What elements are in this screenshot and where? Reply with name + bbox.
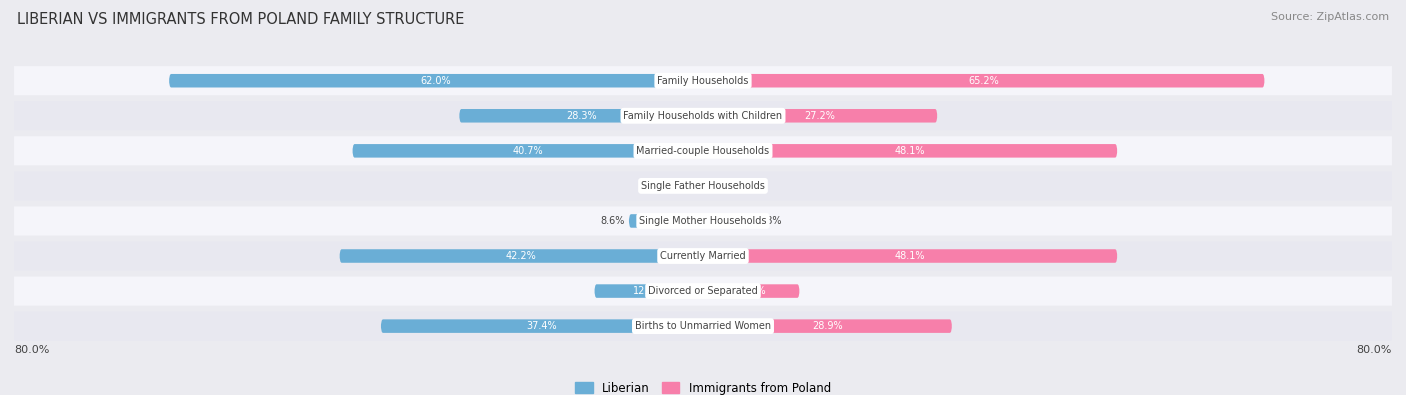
Legend: Liberian, Immigrants from Poland: Liberian, Immigrants from Poland: [571, 377, 835, 395]
FancyBboxPatch shape: [703, 284, 800, 298]
Text: 40.7%: 40.7%: [512, 146, 543, 156]
Text: Source: ZipAtlas.com: Source: ZipAtlas.com: [1271, 12, 1389, 22]
FancyBboxPatch shape: [703, 144, 1118, 158]
FancyBboxPatch shape: [14, 66, 1392, 95]
FancyBboxPatch shape: [595, 284, 703, 298]
FancyBboxPatch shape: [14, 207, 1392, 235]
FancyBboxPatch shape: [703, 214, 754, 228]
Text: 5.8%: 5.8%: [758, 216, 782, 226]
FancyBboxPatch shape: [169, 74, 703, 88]
Text: 27.2%: 27.2%: [804, 111, 835, 121]
Text: 62.0%: 62.0%: [420, 76, 451, 86]
Text: Family Households: Family Households: [658, 76, 748, 86]
Text: 37.4%: 37.4%: [527, 321, 557, 331]
Text: 28.9%: 28.9%: [813, 321, 842, 331]
FancyBboxPatch shape: [460, 109, 703, 122]
Text: 2.0%: 2.0%: [724, 181, 749, 191]
Text: 48.1%: 48.1%: [894, 251, 925, 261]
FancyBboxPatch shape: [703, 74, 1264, 88]
FancyBboxPatch shape: [14, 101, 1392, 130]
FancyBboxPatch shape: [628, 214, 703, 228]
FancyBboxPatch shape: [703, 109, 938, 122]
Text: 12.6%: 12.6%: [634, 286, 664, 296]
Text: 2.5%: 2.5%: [652, 181, 678, 191]
Text: Single Father Households: Single Father Households: [641, 181, 765, 191]
FancyBboxPatch shape: [703, 319, 952, 333]
Text: 48.1%: 48.1%: [894, 146, 925, 156]
FancyBboxPatch shape: [381, 319, 703, 333]
FancyBboxPatch shape: [340, 249, 703, 263]
Text: 65.2%: 65.2%: [969, 76, 1000, 86]
Text: 80.0%: 80.0%: [14, 345, 49, 356]
Text: Family Households with Children: Family Households with Children: [623, 111, 783, 121]
Text: Currently Married: Currently Married: [661, 251, 745, 261]
FancyBboxPatch shape: [14, 136, 1392, 166]
FancyBboxPatch shape: [703, 249, 1118, 263]
Text: Single Mother Households: Single Mother Households: [640, 216, 766, 226]
Text: LIBERIAN VS IMMIGRANTS FROM POLAND FAMILY STRUCTURE: LIBERIAN VS IMMIGRANTS FROM POLAND FAMIL…: [17, 12, 464, 27]
FancyBboxPatch shape: [14, 276, 1392, 306]
Text: 8.6%: 8.6%: [600, 216, 624, 226]
FancyBboxPatch shape: [682, 179, 703, 193]
FancyBboxPatch shape: [14, 171, 1392, 200]
Text: Married-couple Households: Married-couple Households: [637, 146, 769, 156]
FancyBboxPatch shape: [14, 312, 1392, 340]
Text: 80.0%: 80.0%: [1357, 345, 1392, 356]
Text: Births to Unmarried Women: Births to Unmarried Women: [636, 321, 770, 331]
Text: 11.2%: 11.2%: [735, 286, 766, 296]
FancyBboxPatch shape: [14, 241, 1392, 271]
FancyBboxPatch shape: [353, 144, 703, 158]
Text: 42.2%: 42.2%: [506, 251, 537, 261]
Text: Divorced or Separated: Divorced or Separated: [648, 286, 758, 296]
FancyBboxPatch shape: [703, 179, 720, 193]
Text: 28.3%: 28.3%: [565, 111, 596, 121]
